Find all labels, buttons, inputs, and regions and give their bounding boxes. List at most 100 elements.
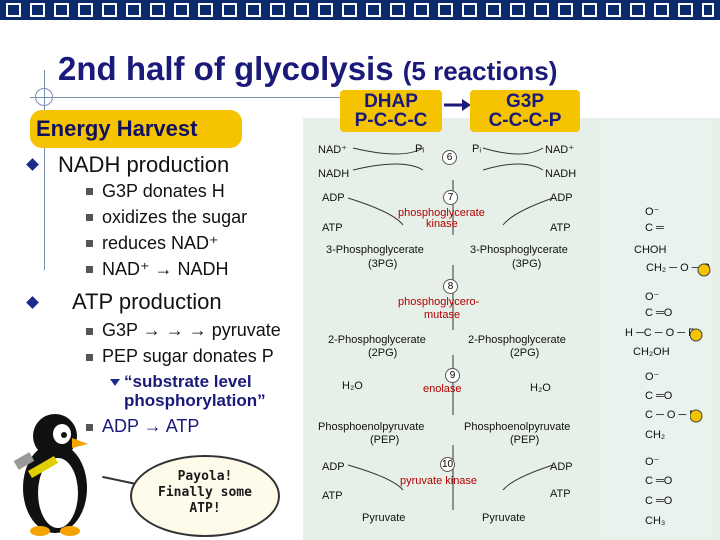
bar-square [78,3,93,17]
top-bar [0,0,720,20]
2pg-left: 2-Phosphoglycerate [328,334,426,346]
bar-square [582,3,597,17]
square-bullet-icon [86,266,93,273]
enzyme-phosphoglycero: phosphoglycero- [398,296,480,308]
atp-right: ATP [550,222,571,234]
crosshair-line [44,70,45,270]
bar-square [198,3,213,17]
bar-square [222,3,237,17]
bar-square [366,3,381,17]
square-bullet-icon [86,424,93,431]
bar-square [702,3,714,17]
adp2-left: ADP [322,461,345,473]
bar-square [558,3,573,17]
diamond-bullet-icon [26,158,39,171]
mol4-line: O⁻ [645,456,660,468]
square-bullet-icon [86,240,93,247]
bar-square [606,3,621,17]
bar-square [294,3,309,17]
water-right: H₂O [530,382,551,394]
bubble-line: Payola! [177,469,233,484]
mol1-line: C ═ [645,222,664,234]
step-8-marker: 8 [443,279,458,294]
bubble-line: Finally some [158,485,252,500]
step-6-marker: 6 [442,150,457,165]
bar-square [414,3,429,17]
pi-left: Pᵢ [415,143,425,155]
dhap-to-g3p-arrow-icon [444,99,471,111]
bar-square [462,3,477,17]
enzyme-enolase: enolase [423,383,462,395]
bullet-adp-atp: ADP → ATP [102,416,200,436]
pep-abbr-right: (PEP) [510,434,540,446]
mol3-line: C ─ O ─ P [645,409,697,421]
pi-right: Pᵢ [472,143,482,155]
mol2-line: O⁻ [645,291,660,303]
bar-square [534,3,549,17]
step-7-marker: 7 [443,190,458,205]
bullet-atp-item: PEP sugar donates P [102,346,274,366]
g3p-name: G3P [505,91,545,112]
bar-square [6,3,21,17]
square-bullet-icon [86,328,93,335]
bar-square [342,3,357,17]
bar-square [318,3,333,17]
bar-square [630,3,645,17]
square-bullet-icon [86,354,93,361]
bar-square [270,3,285,17]
bar-square [510,3,525,17]
water-left: H₂O [342,380,363,392]
mol2-line: H ─C ─ O ─ P [625,327,696,339]
mol4-line: CH₃ [645,515,666,527]
atp-left: ATP [322,222,343,234]
bar-square [150,3,165,17]
diamond-bullet-icon [26,296,39,309]
enzyme-pyruvate-kinase: pyruvate kinase [400,475,478,487]
mol3-line: C ═O [645,390,673,402]
bar-square [54,3,69,17]
bar-square [174,3,189,17]
bar-square [438,3,453,17]
enzyme-phosphoglycerate: phosphoglycerate [398,207,485,219]
mol4-line: C ═O [645,475,673,487]
mol3-line: CH₂ [645,429,666,441]
atp2-right: ATP [550,488,571,500]
atp2-left: ATP [322,490,343,502]
molecule-panel [600,120,712,538]
page-title: 2nd half of glycolysis (5 reactions) [58,50,557,88]
mol1-line: O⁻ [645,206,660,218]
bullet-atp: ATP production [72,289,222,314]
bubble-line: ATP! [189,501,221,516]
crosshair-circle [35,88,53,106]
3pg-abbr-left: (3PG) [368,258,398,270]
dhap-box: DHAP P-C-C-C [340,90,442,132]
adp-right: ADP [550,192,573,204]
bullet-atp-item: G3P → → → pyruvate [102,320,281,340]
substrate-text-2: phosphorylation” [124,391,266,410]
2pg-right: 2-Phosphoglycerate [468,334,566,346]
speech-bubble: Payola! Finally some ATP! [130,455,280,537]
bullet-nadh-item: reduces NAD⁺ [102,233,219,253]
bullet-nadh-item: oxidizes the sugar [102,207,248,227]
title-sub: (5 reactions) [402,56,558,86]
square-bullet-icon [86,214,93,221]
substrate-text-1: “substrate level [124,372,252,391]
step-9-marker: 9 [445,368,460,383]
square-bullet-icon [86,188,93,195]
mol1-line: CH₂ ─ O ─ P [646,262,710,274]
enzyme-mutase: mutase [424,309,461,321]
adp-left: ADP [322,192,345,204]
bullet-nadh: NADH production [58,152,230,177]
mol2-line: C ═O [645,307,673,319]
adp2-right: ADP [550,461,573,473]
g3p-formula: C-C-C-P [488,110,562,131]
nadh-left: NADH [318,168,350,180]
mol4-line: C ═O [645,495,673,507]
pep-abbr-left: (PEP) [370,434,400,446]
bar-square [390,3,405,17]
penguin-icon [13,414,88,536]
dhap-name: DHAP [364,91,418,112]
2pg-abbr-left: (2PG) [368,347,398,359]
bar-square [678,3,693,17]
nadh-right: NADH [545,168,577,180]
